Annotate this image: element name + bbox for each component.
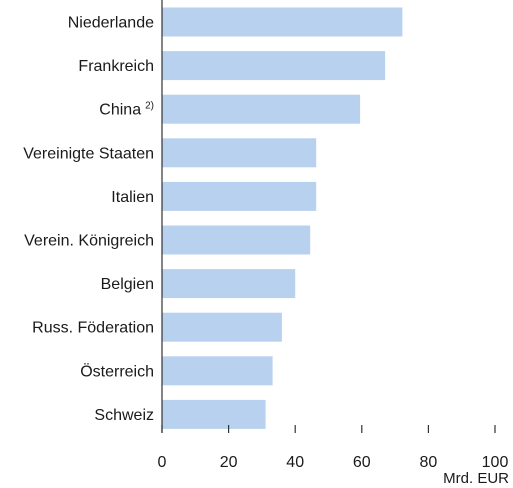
footnote-mark: 2)	[145, 101, 154, 112]
category-label-6: Verein. Königreich	[24, 233, 154, 250]
category-label-5: Italien	[111, 189, 154, 206]
bar-6	[162, 225, 311, 255]
category-label-text: Verein. Königreich	[24, 233, 154, 250]
x-axis-unit-label: Mrd. EUR	[443, 470, 509, 487]
category-label-text: Italien	[111, 189, 154, 206]
category-label-4: Vereinigte Staaten	[23, 145, 154, 162]
bar-1	[162, 7, 403, 37]
bar-3	[162, 94, 361, 124]
x-axis-ticks: 0 20 40 60 80 100	[158, 425, 509, 471]
category-label-text: Schweiz	[94, 407, 154, 424]
category-label-2: Frankreich	[78, 58, 154, 75]
category-label-text: Vereinigte Staaten	[23, 145, 154, 162]
category-labels: Niederlande Frankreich China 2) Vereinigte S…	[23, 15, 154, 424]
category-label-9: Österreich	[80, 362, 154, 380]
category-label-8: Russ. Föderation	[32, 320, 154, 337]
category-label-text: Österreich	[80, 362, 154, 380]
category-label-1: Niederlande	[68, 15, 154, 32]
x-tick-label-6: 100	[482, 454, 509, 471]
category-label-text: Russ. Föderation	[32, 320, 154, 337]
bar-8	[162, 312, 282, 342]
bar-2	[162, 51, 386, 81]
category-label-text: Frankreich	[78, 58, 154, 75]
category-label-text: Belgien	[101, 276, 154, 293]
x-tick-label-2: 20	[220, 454, 238, 471]
category-label-text: Niederlande	[68, 15, 154, 32]
category-label-3: China 2)	[99, 101, 154, 119]
bar-9	[162, 356, 273, 386]
bar-10	[162, 399, 266, 429]
bar-4	[162, 138, 317, 168]
x-tick-label-1: 0	[158, 454, 167, 471]
bar-7	[162, 269, 296, 299]
category-label-10: Schweiz	[94, 407, 154, 424]
category-label-7: Belgien	[101, 276, 154, 293]
x-tick-label-3: 40	[286, 454, 304, 471]
bar-5	[162, 181, 317, 211]
category-label-text: China	[99, 102, 141, 119]
bars-group	[162, 7, 403, 429]
x-tick-label-4: 60	[353, 454, 371, 471]
x-tick-label-5: 80	[420, 454, 438, 471]
